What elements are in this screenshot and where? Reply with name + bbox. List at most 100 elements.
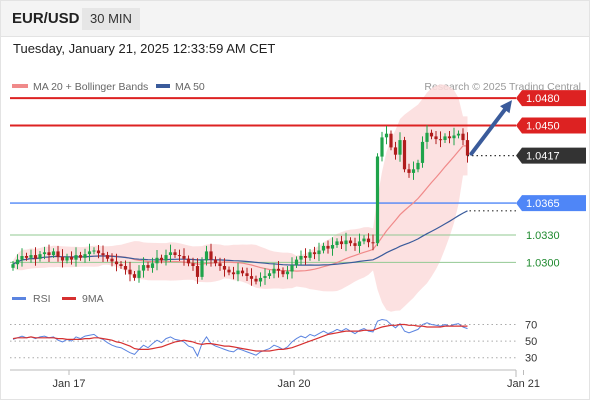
instrument-title: EUR/USD bbox=[12, 10, 80, 27]
x-tick-label: Jan 17 bbox=[52, 378, 85, 390]
candle bbox=[290, 257, 294, 279]
rsi-tick-label: 70 bbox=[525, 320, 537, 332]
candle bbox=[209, 243, 213, 267]
candle bbox=[182, 248, 186, 266]
ma50-legend-label: MA 50 bbox=[175, 81, 205, 93]
rsi-ma-line bbox=[12, 323, 468, 352]
candle bbox=[47, 244, 51, 262]
candle bbox=[191, 257, 195, 271]
price-overlay bbox=[467, 100, 516, 212]
candle bbox=[443, 133, 447, 143]
svg-text:1.0480: 1.0480 bbox=[526, 93, 560, 105]
candle bbox=[461, 128, 465, 145]
candle bbox=[128, 261, 132, 282]
svg-text:1.0300: 1.0300 bbox=[526, 257, 560, 269]
x-axis: Jan 17 Jan 20 Jan 21 bbox=[52, 370, 540, 390]
candle bbox=[267, 270, 272, 279]
candle bbox=[87, 243, 92, 262]
candlesticks bbox=[11, 125, 470, 287]
ma20-legend-label: MA 20 + Bollinger Bands bbox=[33, 81, 148, 93]
candle bbox=[366, 233, 371, 248]
candle bbox=[258, 272, 263, 287]
candle bbox=[42, 246, 47, 260]
candle bbox=[33, 247, 38, 266]
candle bbox=[227, 266, 231, 276]
timeframe-badge[interactable]: 30 MIN bbox=[82, 8, 140, 30]
candle bbox=[150, 257, 155, 273]
candle bbox=[339, 235, 344, 249]
candle bbox=[303, 248, 308, 265]
candle bbox=[276, 261, 281, 278]
rsi-tick-label: 30 bbox=[525, 353, 537, 365]
projection-arrow-head bbox=[500, 100, 512, 114]
candle bbox=[416, 159, 420, 173]
candle bbox=[357, 233, 362, 253]
rsi-tick-label: 50 bbox=[525, 336, 537, 348]
candle bbox=[240, 267, 245, 277]
candle bbox=[434, 131, 438, 145]
candle bbox=[92, 247, 96, 255]
candle bbox=[222, 258, 227, 277]
candle bbox=[420, 136, 425, 168]
candle bbox=[20, 248, 24, 267]
rsi-ma-legend-swatch bbox=[62, 297, 76, 300]
candle bbox=[263, 268, 267, 285]
svg-text:1.0365: 1.0365 bbox=[526, 198, 560, 210]
level-label-1.0365: 1.0365 bbox=[516, 195, 586, 212]
candle bbox=[65, 253, 69, 264]
candle bbox=[317, 242, 321, 262]
candle bbox=[321, 242, 326, 254]
rsi-legend-label: RSI bbox=[33, 293, 51, 305]
candle bbox=[137, 265, 141, 283]
candle bbox=[123, 260, 128, 275]
candle bbox=[353, 237, 357, 251]
candle bbox=[29, 249, 33, 263]
candle bbox=[299, 250, 303, 265]
candle bbox=[96, 245, 101, 259]
candle bbox=[78, 251, 83, 261]
moving-averages bbox=[12, 145, 468, 272]
x-tick-label: Jan 21 bbox=[507, 378, 540, 390]
candle bbox=[330, 237, 335, 256]
level-label-1.0417: 1.0417 bbox=[516, 147, 586, 164]
level-label-1.0450: 1.0450 bbox=[516, 117, 586, 134]
candle bbox=[177, 249, 182, 261]
candle bbox=[456, 130, 461, 139]
rsi-ma-legend-label: 9MA bbox=[82, 293, 104, 305]
candle bbox=[51, 248, 56, 258]
candle bbox=[384, 126, 389, 145]
candle bbox=[119, 261, 123, 269]
candle bbox=[186, 255, 191, 267]
candle bbox=[69, 251, 74, 265]
candle bbox=[380, 131, 384, 162]
candle bbox=[236, 262, 240, 282]
candle bbox=[411, 161, 416, 180]
level-label-1.0330: 1.0330 bbox=[526, 230, 560, 242]
svg-text:1.0450: 1.0450 bbox=[526, 121, 560, 133]
price-levels bbox=[10, 97, 516, 263]
candle bbox=[56, 245, 60, 262]
candle bbox=[447, 131, 452, 144]
candle bbox=[218, 257, 222, 271]
candle bbox=[74, 247, 78, 267]
candle bbox=[38, 251, 42, 262]
candle bbox=[173, 249, 177, 258]
candle bbox=[146, 261, 150, 271]
svg-text:1.0330: 1.0330 bbox=[526, 230, 560, 242]
candle bbox=[254, 275, 258, 285]
bollinger-band-area bbox=[13, 84, 468, 312]
candle bbox=[389, 130, 393, 151]
candle bbox=[114, 253, 119, 272]
chart-datetime: Tuesday, January 21, 2025 12:33:59 AM CE… bbox=[13, 41, 276, 56]
candle bbox=[335, 238, 339, 248]
level-label-1.0480: 1.0480 bbox=[516, 90, 586, 107]
candle bbox=[168, 244, 173, 262]
candle bbox=[110, 253, 114, 267]
candle bbox=[159, 254, 164, 264]
candle bbox=[213, 256, 218, 267]
candle bbox=[344, 232, 348, 252]
candle bbox=[452, 127, 456, 146]
candle bbox=[200, 257, 204, 280]
candle bbox=[195, 258, 200, 284]
